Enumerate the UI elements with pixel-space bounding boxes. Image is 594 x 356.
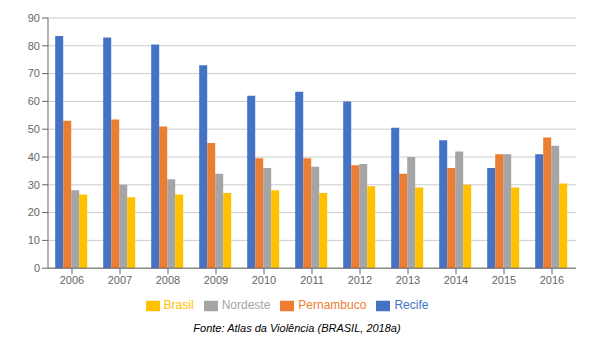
html-text:Pernambuco: Pernambuco: [298, 298, 367, 313]
svg-text:40: 40: [28, 151, 40, 163]
svg-text:2006: 2006: [60, 274, 84, 286]
svg-text:2015: 2015: [492, 274, 516, 286]
svg-text:2009: 2009: [204, 274, 228, 286]
svg-text:10: 10: [28, 234, 40, 246]
svg-text:2014: 2014: [444, 274, 468, 286]
svg-text:2016: 2016: [540, 274, 564, 286]
svg-text:90: 90: [28, 12, 40, 24]
html-text:Nordeste: Nordeste: [221, 298, 271, 313]
svg-text:2010: 2010: [252, 274, 276, 286]
svg-text:70: 70: [28, 67, 40, 79]
svg-text:0: 0: [34, 262, 40, 274]
svg-text:80: 80: [28, 40, 40, 52]
svg-text:2011: 2011: [300, 274, 324, 286]
svg-text:2007: 2007: [108, 274, 132, 286]
html-text:Recife: Recife: [394, 298, 429, 313]
html-text:Brasil: Brasil: [163, 298, 194, 313]
svg-text:50: 50: [28, 123, 40, 135]
svg-text:60: 60: [28, 95, 40, 107]
svg-text:2012: 2012: [348, 274, 372, 286]
svg-text:20: 20: [28, 206, 40, 218]
svg-text:2013: 2013: [396, 274, 420, 286]
html-text:Fonte: Atlas da Violência (BRA: Fonte: Atlas da Violência (BRASIL, 2018a…: [193, 322, 401, 334]
svg-text:2008: 2008: [156, 274, 180, 286]
svg-text:30: 30: [28, 179, 40, 191]
